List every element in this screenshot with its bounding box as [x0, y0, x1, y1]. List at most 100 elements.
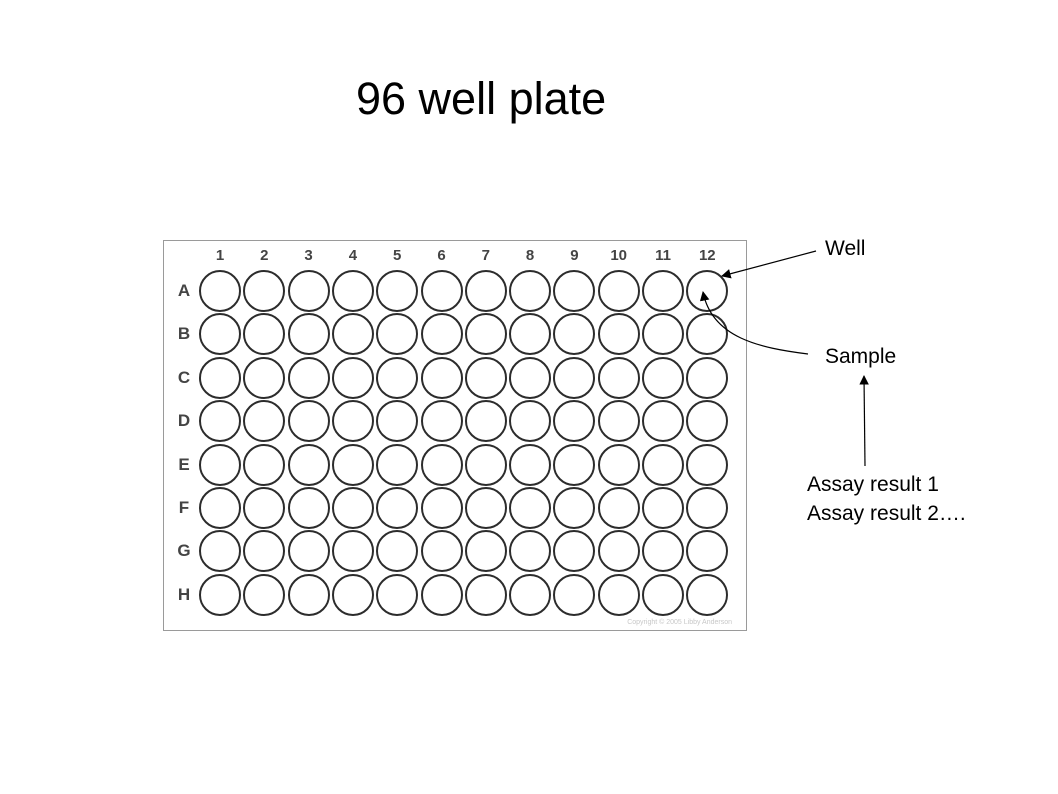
column-label: 4	[348, 247, 358, 264]
well-A10	[597, 270, 640, 312]
well-F9	[553, 487, 596, 529]
well-E10	[597, 443, 640, 486]
well-D8	[509, 400, 552, 443]
well-D1	[199, 400, 241, 443]
well-H6	[420, 573, 463, 616]
column-label: 9	[570, 247, 579, 264]
well-F5	[376, 487, 419, 529]
column-label: 1	[215, 247, 225, 264]
well-G6	[420, 530, 463, 573]
well-H10	[597, 573, 640, 616]
row-label: C	[177, 367, 191, 387]
well-E4	[331, 443, 374, 486]
well-F3	[287, 487, 330, 529]
row-label: E	[178, 454, 190, 474]
well-B8	[509, 313, 552, 356]
column-label: 5	[393, 247, 402, 264]
well-G5	[376, 530, 419, 573]
well-F4	[331, 487, 374, 529]
label-well: Well	[825, 237, 866, 260]
well-E3	[287, 443, 330, 486]
well-A2	[243, 270, 286, 312]
well-G1	[199, 530, 241, 573]
well-G12	[686, 530, 729, 573]
column-label: 12	[698, 247, 716, 264]
column-label: 7	[481, 247, 490, 264]
well-C2	[243, 356, 286, 399]
page-title: 96 well plate	[356, 73, 607, 124]
well-H7	[464, 573, 507, 616]
well-A7	[464, 270, 507, 312]
well-G11	[642, 530, 684, 573]
well-C4	[331, 356, 374, 399]
well-A8	[509, 270, 552, 312]
well-A4	[331, 270, 374, 312]
well-D9	[553, 400, 596, 443]
well-B7	[464, 313, 507, 356]
well-G7	[464, 530, 507, 573]
well-H2	[243, 573, 286, 616]
well-D12	[686, 400, 729, 443]
well-G8	[509, 530, 552, 573]
well-G9	[553, 530, 596, 573]
row-label: D	[177, 411, 191, 431]
column-label: 11	[655, 247, 671, 264]
well-E5	[376, 443, 419, 486]
well-B11	[642, 313, 684, 356]
well-H1	[199, 573, 241, 616]
well-D11	[642, 400, 684, 443]
well-G2	[243, 530, 286, 573]
well-B12	[686, 313, 729, 356]
well-D6	[420, 400, 463, 443]
well-A1	[199, 270, 241, 312]
row-label: A	[177, 281, 191, 300]
column-label: 3	[304, 247, 313, 264]
well-C11	[642, 356, 684, 399]
well-A9	[553, 270, 596, 312]
well-D4	[331, 400, 374, 443]
arrow-from-assay	[859, 375, 869, 467]
well-H3	[287, 573, 330, 616]
well-F12	[686, 487, 729, 529]
well-B3	[287, 313, 330, 356]
copyright-text: Copyright © 2005 Libby Anderson	[627, 619, 732, 626]
well-H5	[376, 573, 419, 616]
assay-result-line: Assay result 1	[807, 473, 939, 496]
row-label: H	[177, 584, 191, 604]
well-C1	[199, 356, 241, 399]
well-A3	[287, 270, 330, 312]
column-label: 2	[260, 247, 269, 264]
well-A11	[642, 270, 684, 312]
well-C5	[376, 356, 419, 399]
well-E2	[243, 443, 286, 486]
well-B5	[376, 313, 419, 356]
well-E12	[686, 443, 729, 486]
label-sample: Sample	[825, 345, 897, 368]
well-D2	[243, 400, 286, 443]
well-D3	[287, 400, 330, 443]
well-B2	[243, 313, 286, 356]
well-F11	[642, 487, 684, 529]
assay-result-line: Assay result 2….	[807, 502, 966, 525]
well-H12	[686, 573, 729, 616]
row-label: F	[178, 498, 190, 517]
well-H8	[509, 573, 552, 616]
well-G3	[287, 530, 330, 573]
column-label: 6	[437, 247, 446, 264]
well-G4	[331, 530, 374, 573]
well-E1	[199, 443, 241, 486]
well-B10	[597, 313, 640, 356]
well-C3	[287, 356, 330, 399]
well-E8	[509, 443, 552, 486]
well-C9	[553, 356, 596, 399]
label-assay-results: Assay result 1 Assay result 2….	[807, 470, 966, 528]
well-C10	[597, 356, 640, 399]
well-H9	[553, 573, 596, 616]
well-F2	[243, 487, 286, 529]
well-C7	[464, 356, 507, 399]
well-C6	[420, 356, 463, 399]
well-C8	[509, 356, 552, 399]
well-D10	[597, 400, 640, 443]
well-C12	[686, 356, 729, 399]
